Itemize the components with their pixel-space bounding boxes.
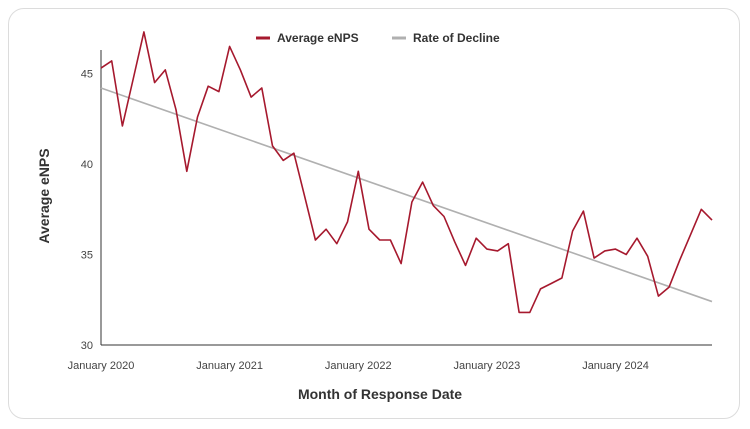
- y-tick-label: 40: [81, 159, 93, 171]
- legend: Average eNPS Rate of Decline: [256, 31, 500, 45]
- y-tick-label: 35: [81, 250, 93, 262]
- y-tick-label: 45: [81, 69, 93, 81]
- x-ticks: January 2020 January 2021 January 2022 Janu…: [68, 360, 649, 372]
- series-line-average-enps: [100, 31, 713, 314]
- legend-average-enps-label: Average eNPS: [277, 31, 359, 45]
- y-tick-label: 30: [81, 340, 93, 352]
- axes: [100, 50, 712, 346]
- legend-rate-of-decline-label: Rate of Decline: [413, 31, 500, 45]
- x-tick-label: January 2022: [325, 360, 392, 372]
- y-ticks: 30 35 40 45: [81, 69, 93, 352]
- x-tick-label: January 2024: [582, 360, 649, 372]
- chart-card: [8, 8, 740, 419]
- trend-line-rate-of-decline: [100, 87, 713, 303]
- x-tick-label: January 2023: [454, 360, 521, 372]
- x-axis-title: Month of Response Date: [298, 386, 462, 402]
- x-tick-label: January 2020: [68, 360, 135, 372]
- x-tick-label: January 2021: [196, 360, 263, 372]
- y-axis-title: Average eNPS: [36, 148, 52, 243]
- series-layer: [100, 31, 713, 314]
